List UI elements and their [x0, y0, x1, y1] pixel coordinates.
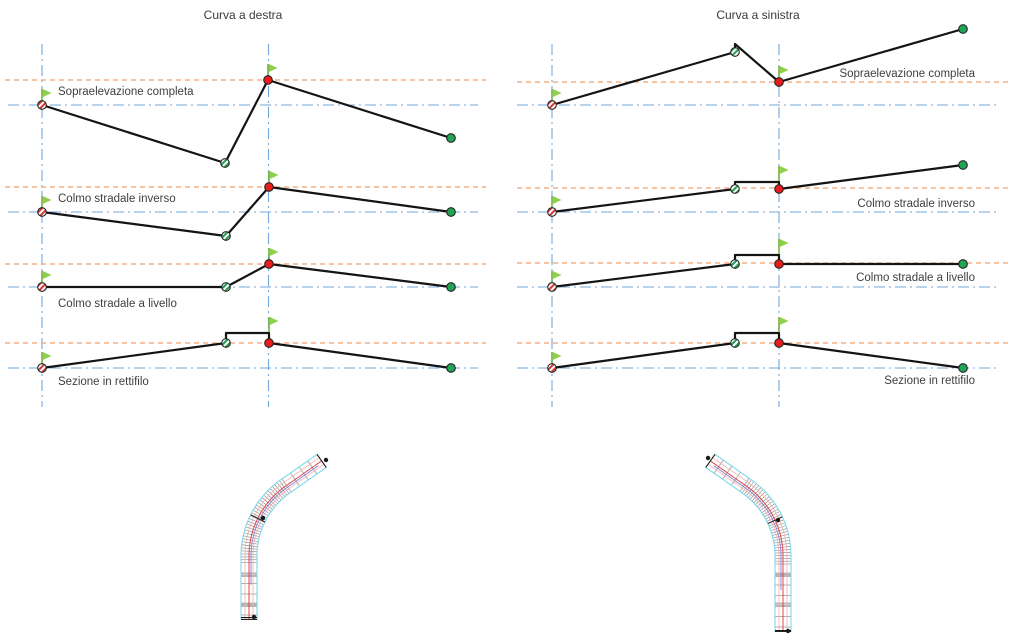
flag-icon: [779, 66, 789, 74]
row-label-colmo-stradale-inverso-sinistra: Colmo stradale inverso: [857, 198, 975, 210]
green-point-marker: [446, 207, 456, 217]
station-point-marker: [785, 628, 791, 634]
red-point-marker: [774, 338, 784, 348]
red-point-marker: [774, 184, 784, 194]
hatched-red-point-marker: [547, 282, 557, 292]
station-point-marker: [260, 515, 266, 521]
road-edge-line: [704, 466, 776, 632]
hatched-red-point-marker: [547, 363, 557, 373]
edge-profile-line: [550, 163, 965, 214]
hatched-green-point-marker: [730, 184, 740, 194]
flag-icon: [552, 196, 562, 204]
edge-profile-line: [40, 262, 453, 289]
edge-profile-line: [550, 27, 965, 107]
hatched-red-point-marker: [37, 207, 47, 217]
green-point-marker: [446, 133, 456, 143]
flag-icon: [552, 352, 562, 360]
flag-icon: [779, 317, 789, 325]
station-point-marker: [775, 517, 781, 523]
hatched-green-point-marker: [220, 158, 230, 168]
road-lane-line: [244, 456, 321, 620]
flag-icon: [269, 317, 279, 325]
station-tick: [767, 516, 783, 524]
row-label-sezione-in-rettifilo-sinistra: Sezione in rettifilo: [884, 375, 975, 387]
plan-curva-a-destra: [240, 453, 329, 620]
hatched-red-point-marker: [37, 282, 47, 292]
road-end-tick: [316, 454, 327, 468]
row-label-colmo-stradale-a-livello-sinistra: Colmo stradale a livello: [856, 272, 975, 284]
station-point-marker: [323, 457, 329, 463]
station-point-marker: [705, 455, 711, 461]
panel-title-curva-a-sinistra: Curva a sinistra: [716, 8, 800, 22]
hatched-red-point-marker: [37, 363, 47, 373]
red-point-marker: [774, 77, 784, 87]
flag-icon: [552, 89, 562, 97]
flag-icon: [269, 171, 279, 179]
red-point-marker: [774, 259, 784, 269]
hatched-red-point-marker: [547, 207, 557, 217]
row-label-colmo-stradale-a-livello-destra: Colmo stradale a livello: [58, 298, 177, 310]
road-centerline: [248, 460, 323, 620]
road-lane-line: [707, 463, 780, 632]
road-edge-line: [256, 466, 328, 620]
green-point-marker: [958, 24, 968, 34]
station-point-marker: [251, 614, 257, 620]
station-tick: [250, 514, 266, 523]
flag-icon: [42, 352, 52, 360]
edge-profile-line: [550, 253, 965, 289]
red-point-marker: [264, 259, 274, 269]
road-lane-line: [711, 456, 788, 632]
hatched-green-point-marker: [730, 338, 740, 348]
edge-profile-line: [550, 331, 965, 370]
road-pivot-line: [713, 465, 782, 591]
red-point-marker: [263, 75, 273, 85]
flag-icon: [268, 64, 278, 72]
panel-sinistra: [517, 24, 1010, 407]
road-edge-line: [714, 453, 792, 632]
row-label-sopraelevazione-completa-sinistra: Sopraelevazione completa: [839, 68, 975, 80]
road-edge-line: [240, 453, 318, 620]
edge-profile-line: [40, 185, 453, 238]
edge-profile-line: [40, 331, 453, 370]
flag-icon: [269, 248, 279, 256]
road-end-tick: [705, 454, 716, 468]
flag-icon: [42, 89, 52, 97]
green-point-marker: [958, 160, 968, 170]
road-lane-line: [252, 463, 325, 620]
hatched-green-point-marker: [221, 231, 231, 241]
hatched-red-point-marker: [547, 100, 557, 110]
panel-title-curva-a-destra: Curva a destra: [203, 8, 283, 22]
road-pivot-line: [250, 465, 319, 585]
row-label-colmo-stradale-inverso-destra: Colmo stradale inverso: [58, 193, 176, 205]
green-point-marker: [958, 259, 968, 269]
flag-icon: [42, 196, 52, 204]
panel-destra: [5, 44, 486, 407]
flag-icon: [42, 271, 52, 279]
red-point-marker: [264, 182, 274, 192]
road-centerline: [709, 460, 784, 632]
row-label-sopraelevazione-completa-destra: Sopraelevazione completa: [58, 86, 194, 98]
red-point-marker: [264, 338, 274, 348]
hatched-green-point-marker: [221, 338, 231, 348]
hatched-green-point-marker: [730, 259, 740, 269]
hatched-green-point-marker: [730, 47, 740, 57]
green-point-marker: [446, 282, 456, 292]
hatched-red-point-marker: [37, 100, 47, 110]
plan-curva-a-sinistra: [704, 453, 792, 634]
flag-icon: [552, 271, 562, 279]
hatched-green-point-marker: [221, 282, 231, 292]
green-point-marker: [958, 363, 968, 373]
green-point-marker: [446, 363, 456, 373]
flag-icon: [779, 239, 789, 247]
row-label-sezione-in-rettifilo-destra: Sezione in rettifilo: [58, 376, 149, 388]
edge-profile-line: [40, 78, 453, 165]
flag-icon: [779, 166, 789, 174]
